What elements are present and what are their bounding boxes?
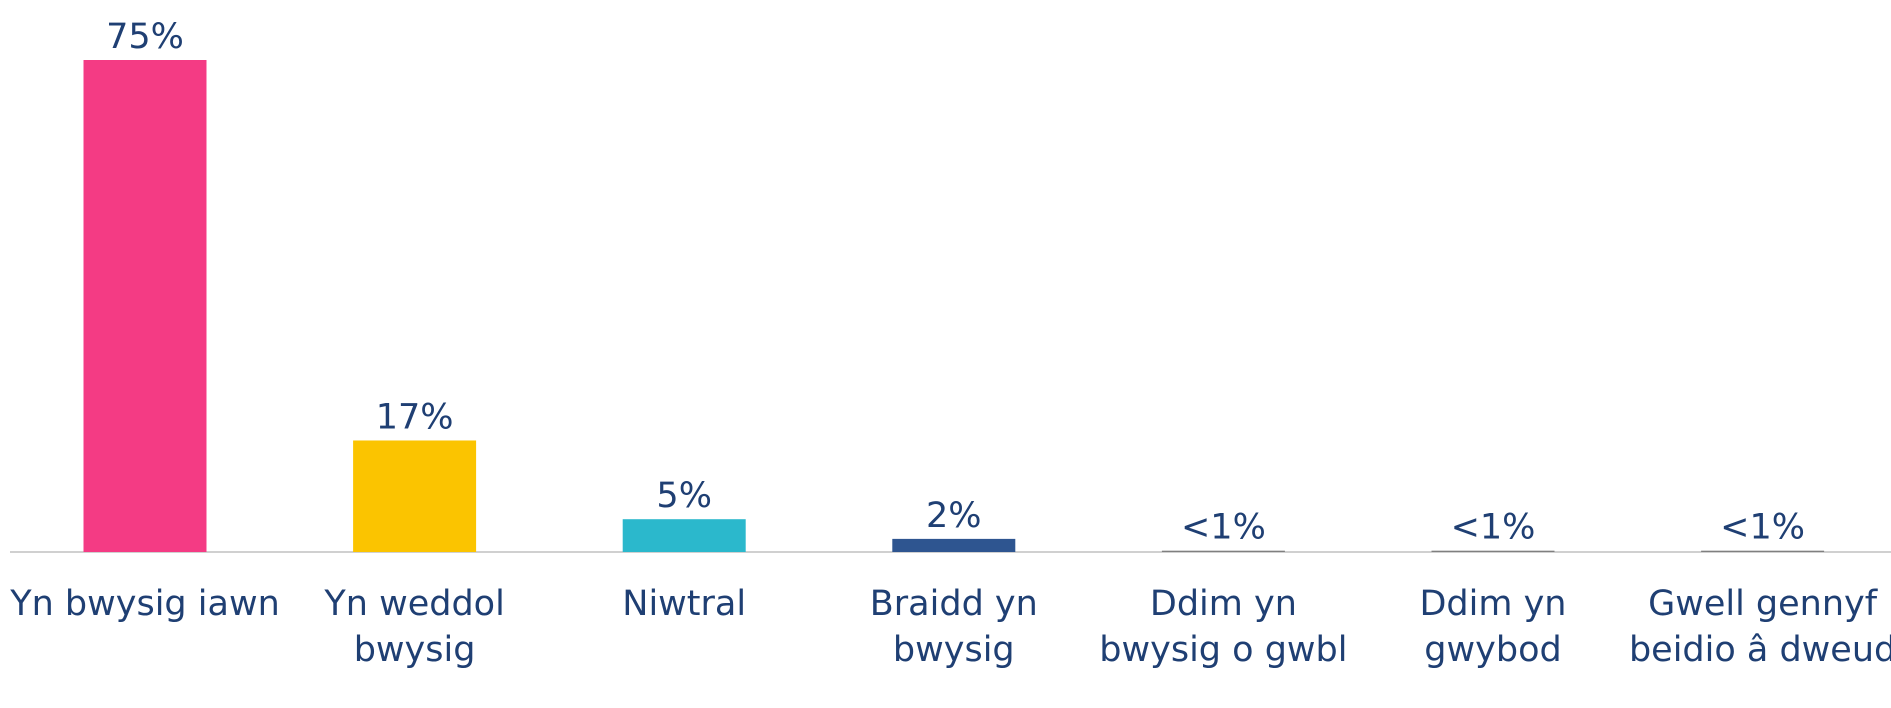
bar xyxy=(622,519,746,552)
category-label: Gwell gennyf beidio â dweud xyxy=(1628,584,1891,670)
category-label: Braidd yn bwysig xyxy=(869,584,1038,670)
value-label: 17% xyxy=(376,397,454,437)
bar xyxy=(1161,550,1285,552)
value-label: <1% xyxy=(1451,508,1536,548)
value-label: 2% xyxy=(926,496,982,536)
category-label: Niwtral xyxy=(622,584,747,624)
bar xyxy=(1701,550,1825,552)
value-label: 75% xyxy=(106,17,184,57)
bar xyxy=(353,440,477,552)
category-label: Yn weddol bwysig xyxy=(324,584,505,670)
bar xyxy=(83,60,207,552)
value-label: <1% xyxy=(1720,508,1805,548)
category-label: Ddim yn gwybod xyxy=(1419,584,1567,670)
value-label: <1% xyxy=(1181,508,1266,548)
bar xyxy=(1431,550,1555,552)
value-label: 5% xyxy=(656,476,712,516)
category-label: Ddim yn bwysig o gwbl xyxy=(1099,584,1348,670)
category-label: Yn bwysig iawn xyxy=(10,584,280,624)
bar xyxy=(892,538,1016,552)
